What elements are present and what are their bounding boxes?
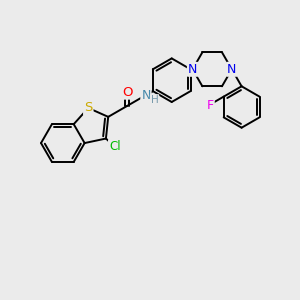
Text: Cl: Cl [109, 140, 121, 153]
Text: N: N [141, 88, 151, 102]
Text: O: O [122, 85, 132, 99]
Text: N: N [227, 63, 236, 76]
Text: N: N [188, 63, 197, 76]
Text: H: H [151, 95, 158, 105]
Text: F: F [207, 99, 214, 112]
Text: S: S [84, 101, 92, 115]
